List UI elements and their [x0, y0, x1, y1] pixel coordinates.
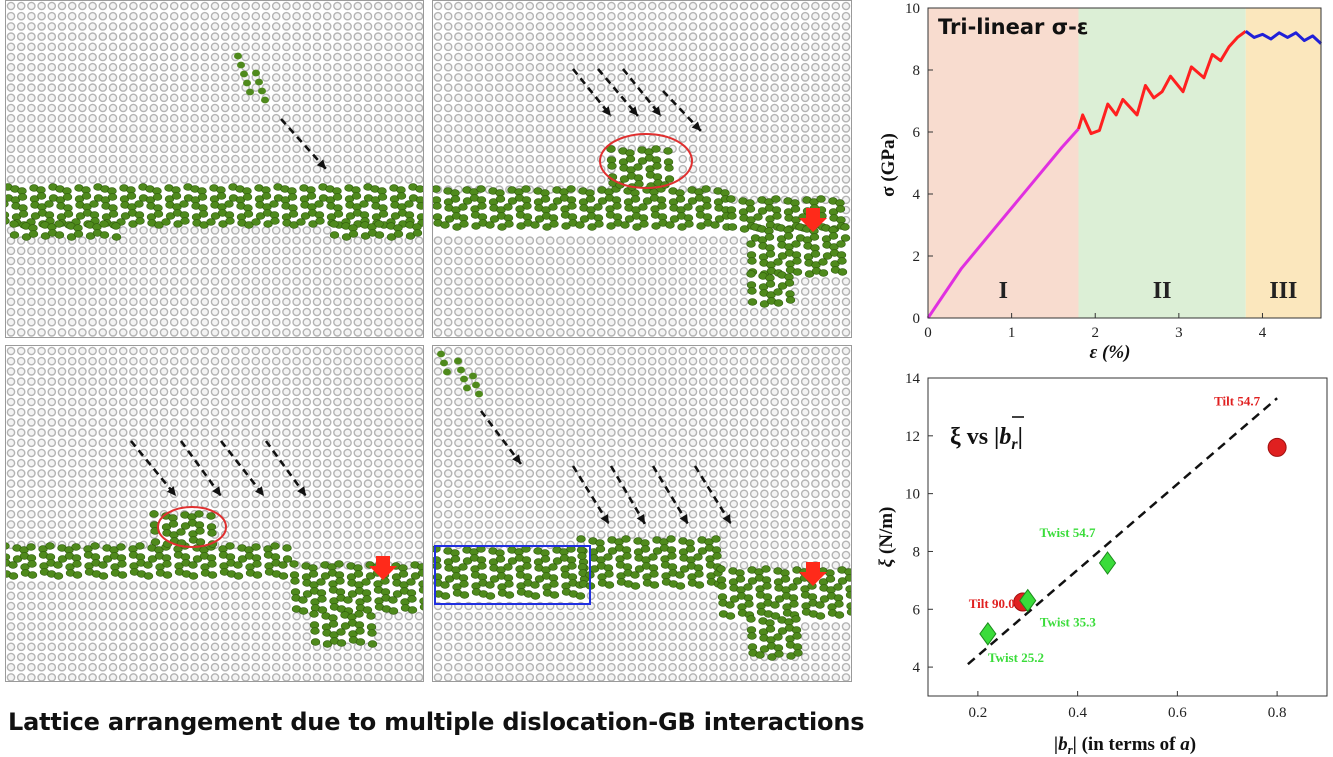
boundary-atoms: [6, 52, 423, 241]
red-arrow: [799, 208, 827, 232]
highlight-box: [434, 545, 591, 605]
y-tick-label: 2: [913, 249, 921, 265]
x-tick-label: 0.6: [1168, 705, 1187, 721]
atom-grid: [6, 346, 423, 681]
lattice-panel-3: [5, 345, 424, 682]
point-label-twist-25-2: Twist 25.2: [988, 650, 1044, 665]
point-label-twist-35-3: Twist 35.3: [1040, 615, 1097, 630]
y-tick-label: 4: [913, 660, 921, 676]
plot-frame: [927, 7, 1322, 319]
curve-segment-2: [1077, 30, 1247, 136]
atom-grid: [433, 346, 851, 681]
y-tick-label: 0: [913, 311, 921, 327]
y-tick-label: 8: [913, 544, 921, 560]
y-tick-label: 10: [905, 487, 920, 503]
boundary-atoms: [433, 350, 851, 661]
x-tick-label: 0.8: [1268, 705, 1287, 721]
curve-segment-3: [1244, 30, 1323, 45]
lattice-canvas: [433, 1, 851, 337]
y-tick-label: 6: [913, 602, 921, 618]
boundary-atoms: [6, 510, 423, 648]
x-tick-label: 1: [1008, 325, 1016, 341]
x-axis-label: ε (%): [1089, 342, 1130, 362]
region-3-band: [1245, 8, 1321, 318]
boundary-atoms: [433, 145, 851, 308]
lattice-canvas: [433, 346, 851, 681]
interaction-circle: [157, 506, 227, 548]
x-tick-label: 3: [1175, 325, 1183, 341]
dislocation-arrows: [571, 68, 702, 132]
x-tick-label: 0: [924, 325, 932, 341]
point-twist-35-3: [1019, 588, 1037, 613]
y-tick-label: 10: [905, 1, 920, 17]
x-tick-label: 4: [1259, 325, 1267, 341]
point-tilt-54-7: [1267, 437, 1287, 457]
figure-caption: Lattice arrangement due to multiple disl…: [8, 708, 865, 736]
dislocation-arrows: [280, 118, 327, 170]
point-label-tilt-54-7: Tilt 54.7: [1214, 393, 1260, 408]
region-1-band: [928, 8, 1079, 318]
y-axis-label: σ (GPa): [878, 133, 899, 197]
y-tick-label: 4: [913, 187, 921, 203]
lattice-panel-1: [5, 0, 424, 338]
atom-grid: [433, 1, 851, 337]
point-label-twist-54-7: Twist 54.7: [1039, 525, 1096, 540]
interaction-circle: [599, 133, 693, 189]
plot-frame: [927, 377, 1328, 697]
dislocation-arrows: [129, 440, 308, 497]
point-twist-25-2: [979, 621, 997, 646]
dislocation-arrows: [479, 410, 733, 525]
lattice-panel-2: [432, 0, 852, 338]
region-3-label: III: [1269, 278, 1297, 304]
point-twist-54-7: [1098, 551, 1117, 575]
chart-title: ξ vs |br|: [950, 424, 1023, 453]
y-tick-label: 6: [913, 125, 921, 141]
y-tick-label: 12: [905, 429, 920, 445]
chart-title: Tri-linear σ-ε: [938, 15, 1088, 39]
fit-line: [967, 397, 1278, 666]
xi-vs-burgers-chart: Tilt 54.7 Tilt 90.0 Twist 54.7 Twist 35.3 Tw…: [876, 371, 1328, 757]
region-2-band: [1078, 8, 1246, 318]
region-2-label: II: [1153, 278, 1172, 304]
curve-segment-1: [926, 127, 1080, 319]
x-tick-label: 0.2: [969, 705, 988, 721]
lattice-canvas: [6, 1, 423, 337]
point-label-tilt-90-0: Tilt 90.0: [969, 596, 1015, 611]
y-tick-label: 14: [905, 371, 921, 387]
red-arrow: [799, 562, 827, 586]
x-tick-label: 0.4: [1068, 705, 1087, 721]
region-1-label: I: [999, 278, 1008, 304]
red-arrow: [369, 556, 397, 580]
atom-grid: [6, 1, 423, 337]
lattice-canvas: [6, 346, 423, 681]
y-axis-label: ξ (N/m): [876, 507, 897, 568]
x-tick-label: 2: [1091, 325, 1099, 341]
lattice-panel-4: [432, 345, 852, 682]
x-axis-label: |br| (in terms of a): [1054, 734, 1196, 757]
y-tick-label: 8: [913, 63, 921, 79]
